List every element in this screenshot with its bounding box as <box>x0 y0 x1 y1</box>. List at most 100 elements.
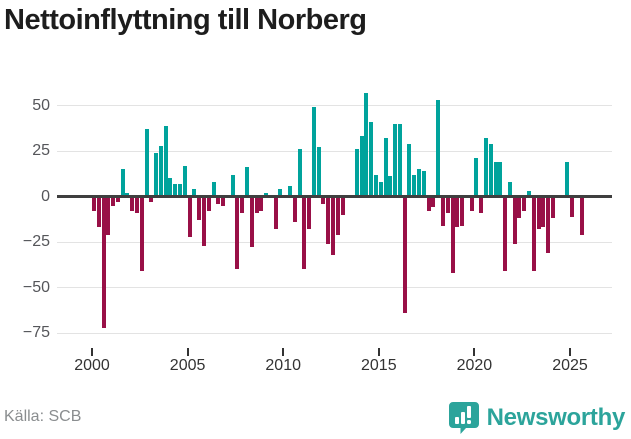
bar-2010Q3 <box>292 196 297 222</box>
bar-2003Q4 <box>163 125 168 197</box>
x-axis-tick <box>91 348 93 356</box>
bar-2008Q2 <box>249 196 254 248</box>
y-axis-label: 0 <box>41 187 50 205</box>
x-axis-tick <box>377 348 380 356</box>
bar-2009Q1 <box>264 192 269 197</box>
y-axis-label: 25 <box>32 142 50 159</box>
bar-2015Q2 <box>383 138 388 197</box>
source-note: Källa: SCB <box>4 408 82 425</box>
bar-2009Q4 <box>278 189 283 197</box>
bar-2025Q3 <box>579 196 584 235</box>
bar-2006Q2 <box>211 181 216 197</box>
bar-2016Q3 <box>407 143 412 197</box>
bar-2006Q4 <box>221 196 226 206</box>
bar-2007Q4 <box>240 196 245 213</box>
bar-2005Q2 <box>192 189 197 197</box>
gridline <box>57 105 612 106</box>
bar-2016Q2 <box>402 196 407 313</box>
bar-2020Q4 <box>488 143 493 197</box>
bar-2009Q3 <box>273 196 278 230</box>
bar-2011Q2 <box>307 196 312 230</box>
bar-2022Q3 <box>522 196 527 212</box>
bar-2002Q1 <box>130 196 135 212</box>
bar-2017Q1 <box>417 169 422 197</box>
bar-2019Q1 <box>455 196 460 228</box>
bar-2006Q3 <box>216 196 221 204</box>
x-axis-tick <box>473 348 476 356</box>
bar-2000Q4 <box>106 196 111 235</box>
gridline <box>57 287 612 288</box>
bar-2022Q1 <box>512 196 517 244</box>
bar-2007Q3 <box>235 196 240 270</box>
bar-2017Q2 <box>421 171 426 197</box>
bar-2004Q4 <box>182 165 187 197</box>
bar-2014Q4 <box>374 174 379 197</box>
bar-2015Q3 <box>388 176 393 197</box>
x-axis-label: 2015 <box>361 357 397 374</box>
x-axis-label: 2025 <box>552 357 588 374</box>
x-axis-label: 2010 <box>265 357 301 374</box>
bar-2001Q1 <box>111 196 116 206</box>
bar-2023Q4 <box>546 196 551 253</box>
bar-2018Q2 <box>440 196 445 226</box>
bar-2022Q4 <box>526 191 531 197</box>
bar-2012Q2 <box>326 196 331 244</box>
bar-2002Q2 <box>135 196 140 213</box>
y-axis-label: −25 <box>22 233 50 250</box>
x-axis-tick <box>569 348 571 356</box>
bar-2017Q4 <box>431 196 436 208</box>
bar-2024Q4 <box>565 161 570 197</box>
bar-2022Q2 <box>517 196 522 219</box>
bar-2008Q4 <box>259 196 264 212</box>
bar-2005Q3 <box>197 196 202 221</box>
bar-2013Q4 <box>354 149 359 197</box>
bar-2005Q1 <box>187 196 192 237</box>
bar-2024Q1 <box>550 196 555 219</box>
bar-2021Q4 <box>507 181 512 197</box>
gridline <box>57 332 612 334</box>
bar-2012Q4 <box>335 196 340 235</box>
zero-axis-line <box>57 195 612 198</box>
bar-2001Q4 <box>125 192 130 197</box>
bar-2002Q4 <box>144 129 149 197</box>
bar-2014Q3 <box>369 121 374 197</box>
bar-2019Q4 <box>469 196 474 212</box>
bar-2010Q4 <box>297 149 302 197</box>
bar-2001Q3 <box>120 169 125 197</box>
bar-2003Q1 <box>149 196 154 202</box>
x-axis-label: 2005 <box>169 357 206 374</box>
bar-2013Q1 <box>340 196 345 215</box>
bar-2020Q3 <box>483 138 488 197</box>
bar-2019Q2 <box>460 196 465 226</box>
chart-title: Nettoinflyttning till Norberg <box>4 4 367 36</box>
bar-2011Q1 <box>302 196 307 270</box>
bar-2014Q1 <box>359 136 364 197</box>
bar-2003Q2 <box>154 152 159 197</box>
bar-2014Q2 <box>364 92 369 197</box>
bar-2004Q1 <box>168 178 173 197</box>
x-axis-tick <box>186 348 189 356</box>
bar-2003Q3 <box>158 145 163 197</box>
newsworthy-icon <box>448 402 479 434</box>
bar-2020Q2 <box>479 196 484 213</box>
bar-2021Q1 <box>493 161 498 197</box>
bar-2004Q2 <box>173 183 178 197</box>
x-axis-label: 2020 <box>456 357 493 374</box>
bar-2021Q3 <box>503 196 508 272</box>
bar-2001Q2 <box>115 196 120 202</box>
bar-2016Q4 <box>412 174 417 197</box>
bar-2016Q1 <box>397 123 402 197</box>
brand-name: Newsworthy <box>486 404 626 431</box>
bar-2018Q3 <box>445 196 450 213</box>
bar-2012Q1 <box>321 196 326 204</box>
bar-2015Q4 <box>393 123 398 197</box>
bar-2006Q1 <box>206 196 211 212</box>
bar-2023Q2 <box>536 196 541 230</box>
bar-2021Q2 <box>498 161 503 197</box>
bar-2017Q3 <box>426 196 431 212</box>
bar-2018Q4 <box>450 196 455 273</box>
bar-2000Q1 <box>92 196 96 212</box>
bar-2018Q1 <box>436 100 441 197</box>
